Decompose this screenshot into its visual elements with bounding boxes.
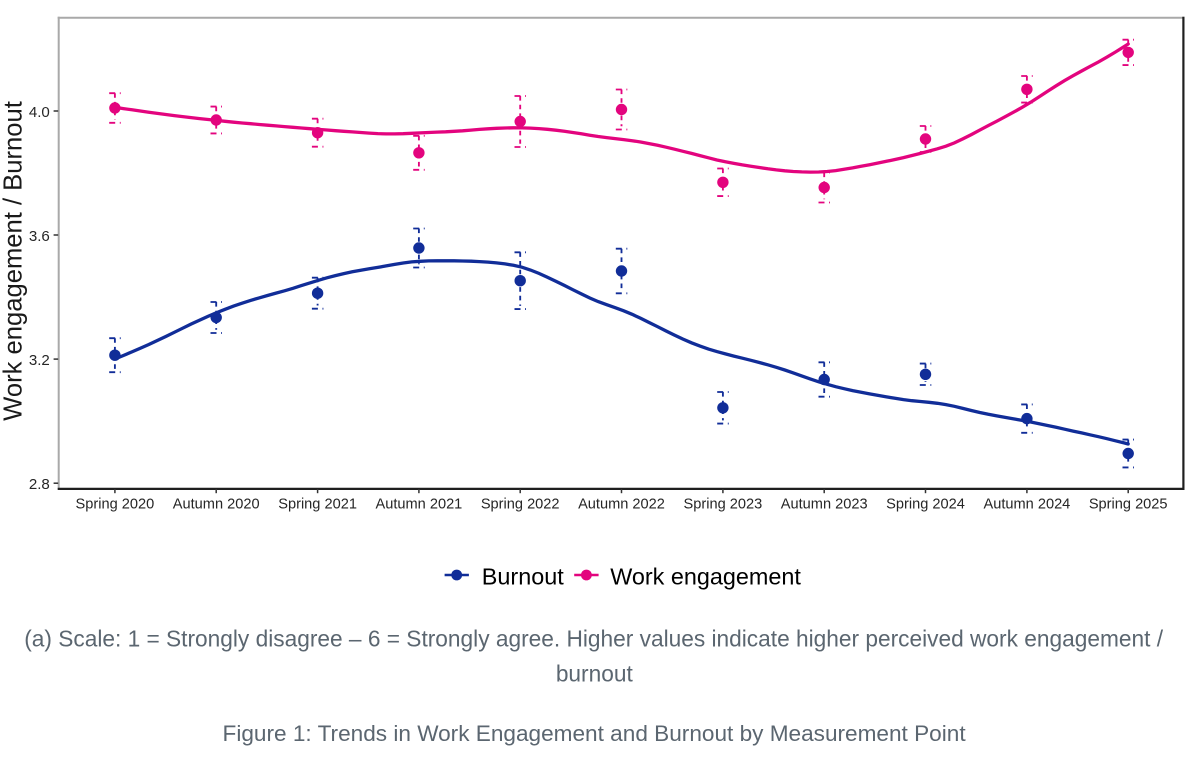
svg-text:Spring 2024: Spring 2024 (886, 497, 965, 513)
svg-text:Figure 1: Trends in Work Engag: Figure 1: Trends in Work Engagement and … (223, 721, 967, 746)
svg-text:Autumn 2022: Autumn 2022 (578, 497, 665, 513)
svg-text:Spring 2023: Spring 2023 (684, 497, 763, 513)
svg-text:Autumn 2021: Autumn 2021 (375, 497, 462, 513)
svg-text:Spring 2025: Spring 2025 (1089, 497, 1168, 513)
svg-text:Work engagement / Burnout: Work engagement / Burnout (0, 101, 28, 421)
svg-text:Autumn 2020: Autumn 2020 (173, 497, 260, 513)
svg-text:3.6: 3.6 (29, 228, 50, 245)
svg-text:Spring 2020: Spring 2020 (76, 497, 155, 513)
svg-text:2.8: 2.8 (29, 476, 50, 493)
svg-text:Spring 2022: Spring 2022 (481, 497, 560, 513)
svg-text:(a) Scale: 1 = Strongly disagr: (a) Scale: 1 = Strongly disagree – 6 = S… (24, 625, 1164, 651)
svg-text:Work engagement: Work engagement (610, 563, 801, 589)
svg-text:4.0: 4.0 (29, 104, 50, 121)
svg-text:Autumn 2024: Autumn 2024 (983, 497, 1070, 513)
svg-text:3.2: 3.2 (29, 352, 50, 369)
svg-text:Burnout: Burnout (482, 563, 564, 589)
svg-text:Spring 2021: Spring 2021 (278, 497, 357, 513)
svg-text:burnout: burnout (556, 661, 634, 687)
svg-text:Autumn 2023: Autumn 2023 (781, 497, 868, 513)
